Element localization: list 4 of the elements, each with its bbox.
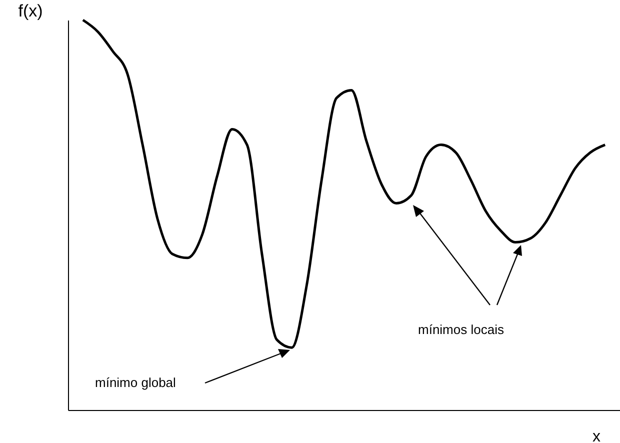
annotation: mínimos locais <box>418 322 504 337</box>
annotation: mínimo global <box>95 375 176 390</box>
y-axis-title: f(x) <box>18 2 43 20</box>
x-axis-title: x <box>592 428 600 443</box>
